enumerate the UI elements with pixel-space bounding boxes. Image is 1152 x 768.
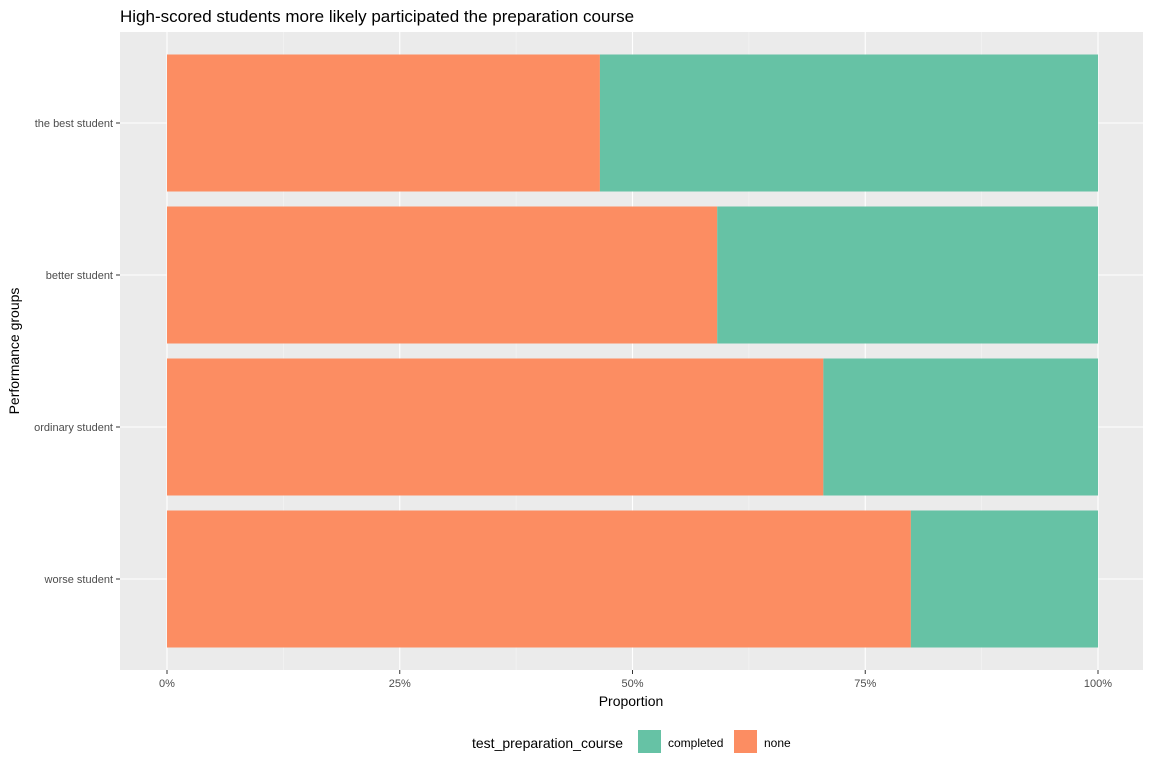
- chart-title: High-scored students more likely partici…: [120, 7, 634, 26]
- legend-key-completed: [638, 730, 661, 753]
- bar-none: [167, 510, 911, 648]
- bar-completed: [823, 358, 1098, 496]
- bars: [167, 54, 1098, 648]
- bar-completed: [910, 510, 1098, 648]
- y-axis: the best student better student ordinary s…: [34, 118, 120, 586]
- x-tick-label: 0%: [159, 678, 175, 690]
- legend-title: test_preparation_course: [472, 735, 623, 751]
- legend-label-completed: completed: [668, 736, 723, 750]
- bar-none: [167, 206, 718, 344]
- x-tick-label: 25%: [389, 678, 411, 690]
- x-tick-label: 75%: [854, 678, 876, 690]
- bar-completed: [717, 206, 1098, 344]
- x-tick-label: 100%: [1084, 678, 1112, 690]
- y-tick-label: ordinary student: [34, 422, 113, 434]
- legend: test_preparation_course completed none: [472, 730, 791, 753]
- legend-items: completed none: [638, 730, 791, 753]
- y-tick-label: the best student: [35, 118, 113, 130]
- x-axis-title: Proportion: [599, 693, 664, 709]
- x-axis: 0% 25% 50% 75% 100%: [159, 670, 1112, 690]
- x-tick-label: 50%: [621, 678, 643, 690]
- legend-key-none: [734, 730, 757, 753]
- y-tick-label: worse student: [44, 574, 113, 586]
- legend-label-none: none: [764, 736, 791, 750]
- bar-none: [167, 358, 824, 496]
- bar-none: [167, 54, 600, 192]
- y-tick-label: better student: [46, 270, 113, 282]
- bar-completed: [599, 54, 1098, 192]
- y-axis-title: Performance groups: [6, 288, 22, 415]
